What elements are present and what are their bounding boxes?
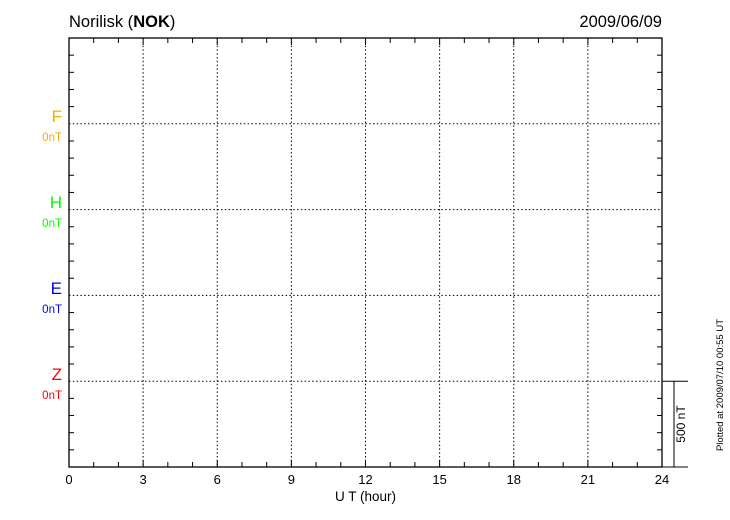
svg-text:2009/06/09: 2009/06/09	[579, 13, 662, 31]
svg-text:NOK: NOK	[133, 13, 170, 31]
svg-text:0nT: 0nT	[42, 390, 62, 402]
svg-text:6: 6	[214, 472, 221, 487]
svg-text:3: 3	[140, 472, 147, 487]
svg-text:): )	[170, 13, 176, 31]
svg-text:24: 24	[655, 472, 669, 487]
svg-text:F: F	[52, 107, 62, 126]
svg-text:0nT: 0nT	[42, 304, 62, 316]
svg-text:Norilisk (: Norilisk (	[69, 13, 134, 31]
svg-text:18: 18	[507, 472, 521, 487]
svg-text:H: H	[50, 193, 62, 212]
svg-text:21: 21	[581, 472, 595, 487]
svg-text:500 nT: 500 nT	[674, 405, 688, 443]
svg-text:15: 15	[432, 472, 446, 487]
svg-text:0: 0	[65, 472, 72, 487]
svg-text:Plotted at 2009/07/10 00:55 UT: Plotted at 2009/07/10 00:55 UT	[715, 319, 726, 451]
svg-text:9: 9	[288, 472, 295, 487]
svg-text:E: E	[51, 279, 62, 298]
svg-text:0nT: 0nT	[42, 218, 62, 230]
svg-text:0nT: 0nT	[42, 132, 62, 144]
svg-text:Z: Z	[52, 365, 62, 384]
svg-text:12: 12	[358, 472, 372, 487]
svg-text:U T (hour): U T (hour)	[335, 489, 396, 504]
